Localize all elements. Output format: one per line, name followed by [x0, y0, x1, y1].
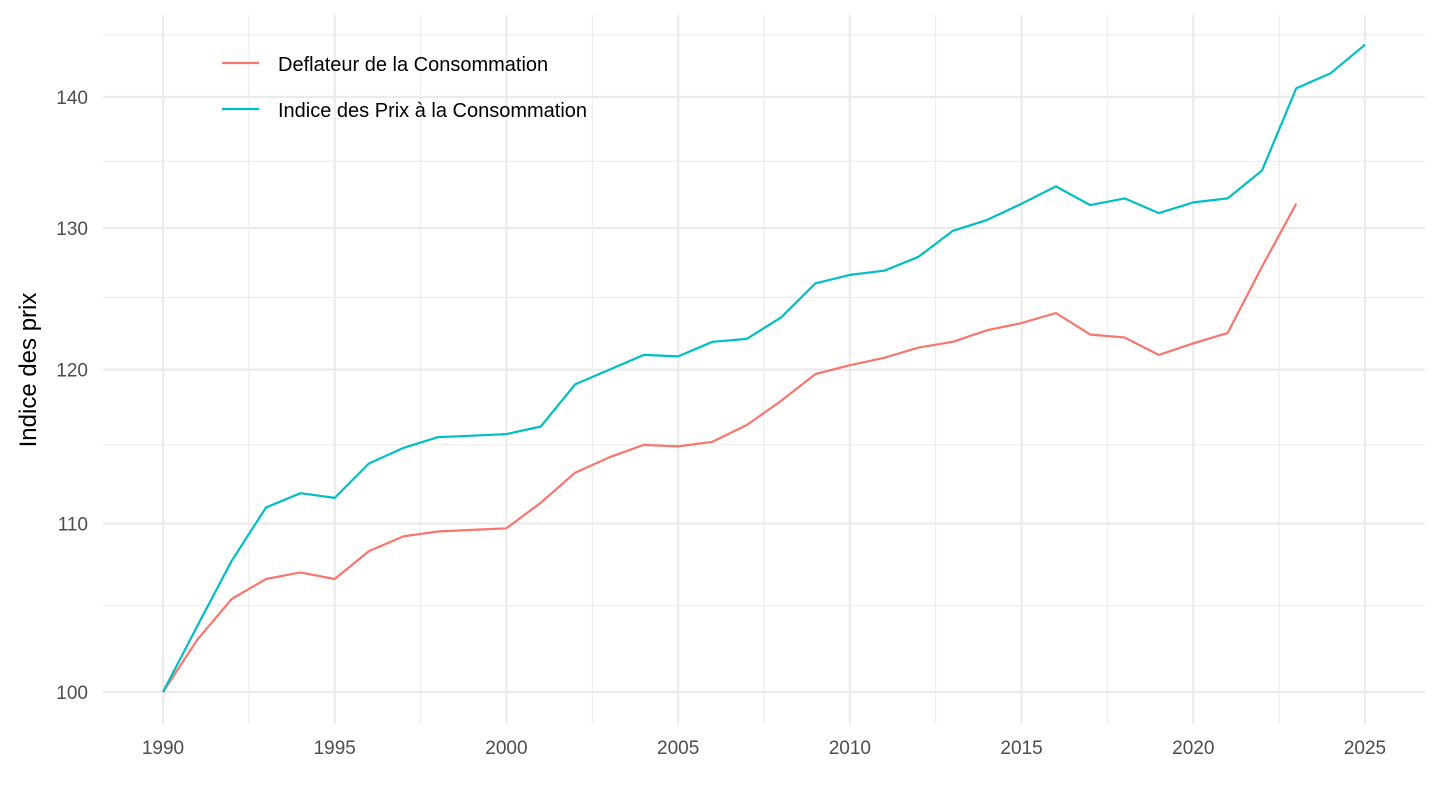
x-tick-label: 2020 — [1172, 738, 1214, 759]
legend: Deflateur de la Consommation Indice des … — [222, 54, 587, 122]
y-tick-label: 140 — [56, 88, 88, 109]
legend-label-ipc: Indice des Prix à la Consommation — [278, 100, 587, 122]
major-gridlines-x — [161, 15, 1367, 724]
x-tick-label: 1990 — [142, 738, 184, 759]
x-axis-tick-labels: 1990 1995 2000 2005 2010 2015 2020 2025 — [142, 738, 1386, 759]
series-line-ipc — [162, 43, 1366, 693]
y-tick-label: 110 — [58, 514, 88, 535]
x-tick-label: 1995 — [314, 738, 356, 759]
x-tick-label: 2015 — [1000, 738, 1042, 759]
x-tick-label: 2010 — [829, 738, 871, 759]
y-tick-label: 120 — [56, 361, 88, 382]
legend-label-deflateur: Deflateur de la Consommation — [278, 54, 548, 76]
x-tick-label: 2000 — [485, 738, 527, 759]
series-line-deflateur — [162, 203, 1298, 693]
major-gridlines-y — [103, 95, 1425, 694]
legend-item-deflateur: Deflateur de la Consommation — [222, 54, 548, 76]
y-axis-title: Indice des prix — [15, 293, 42, 448]
y-tick-label: 130 — [56, 219, 88, 240]
legend-item-ipc: Indice des Prix à la Consommation — [222, 100, 587, 122]
y-axis-tick-labels: 100 110 120 130 140 — [56, 88, 88, 704]
series-lines — [162, 43, 1366, 693]
x-tick-label: 2025 — [1344, 738, 1386, 759]
y-tick-label: 100 — [56, 683, 88, 704]
x-tick-label: 2005 — [657, 738, 699, 759]
